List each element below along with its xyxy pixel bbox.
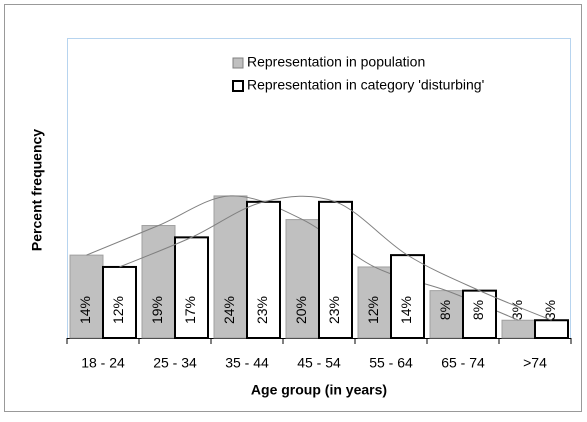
bar [534,319,569,339]
trend-line [119,195,552,321]
x-tick-label: 35 - 44 [225,355,269,371]
value-label: 8% [470,300,486,320]
x-axis-label: Age group (in years) [251,382,387,398]
legend-swatch [232,80,244,92]
bar [429,290,464,339]
x-tick-label: 45 - 54 [297,355,341,371]
value-label: 14% [398,296,414,324]
y-axis-label: Percent frequency [29,129,45,251]
value-label: 12% [365,296,381,324]
bar [141,225,176,339]
bar [246,200,281,339]
legend-label: Representation in category 'disturbing' [247,77,484,93]
legend-swatch [232,57,244,69]
value-label: 23% [254,296,270,324]
x-tick-label: >74 [523,355,547,371]
bar [390,254,425,339]
value-label: 3% [542,300,558,320]
x-tick-label: 65 - 74 [441,355,485,371]
x-tick-label: 18 - 24 [81,355,125,371]
value-label: 8% [437,300,453,320]
bar [174,236,209,339]
legend-label: Representation in population [247,54,425,70]
value-label: 24% [221,296,237,324]
value-label: 23% [326,296,342,324]
bar [285,219,320,339]
value-label: 20% [293,296,309,324]
x-tick-label: 55 - 64 [369,355,413,371]
value-label: 14% [77,296,93,324]
bar [102,265,137,339]
bar [213,195,248,339]
trend-line [86,195,519,321]
bar [501,319,536,339]
value-label: 12% [110,296,126,324]
value-label: 19% [149,296,165,324]
x-tick-label: 25 - 34 [153,355,197,371]
value-label: 17% [182,296,198,324]
bar [462,289,497,340]
